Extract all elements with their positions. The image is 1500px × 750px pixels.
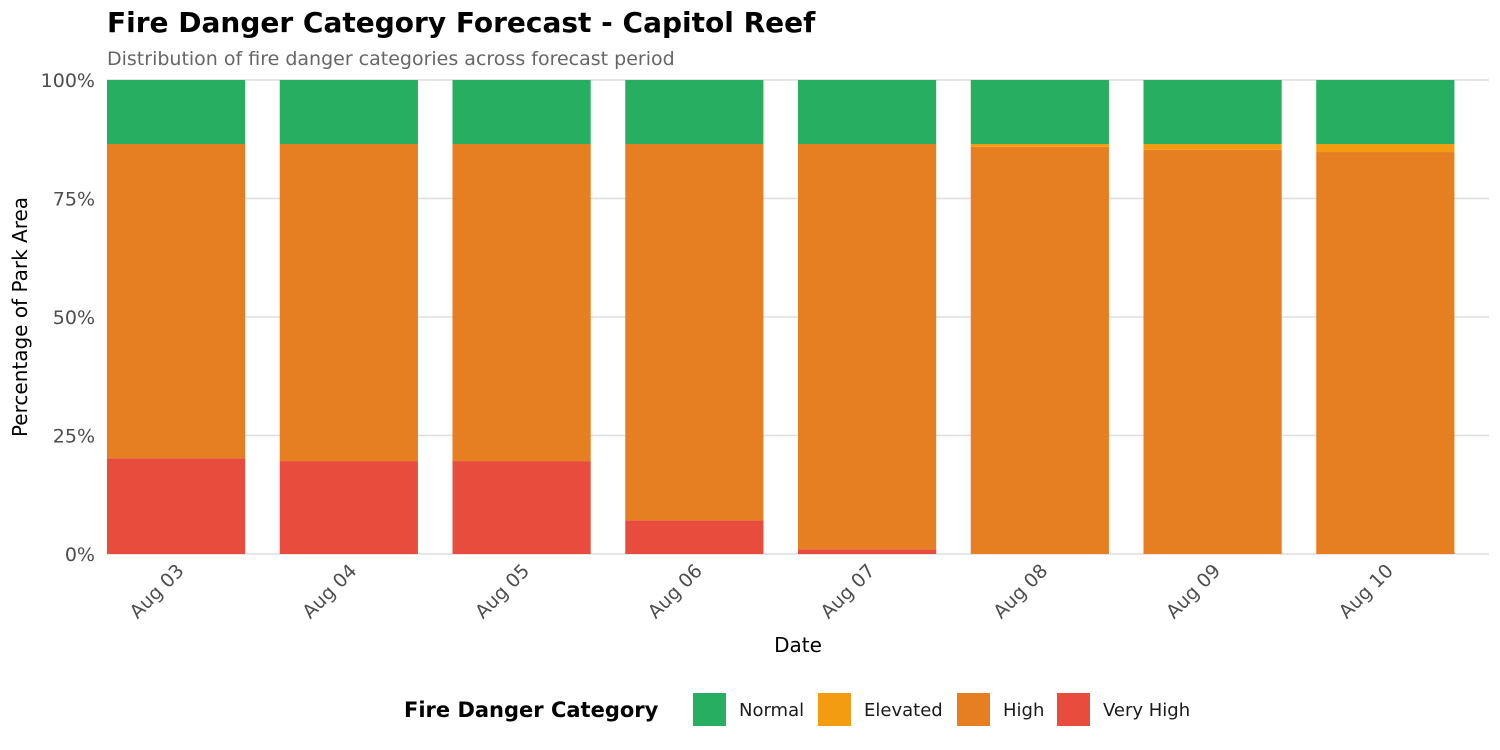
y-axis-ticks: 0% 25% 50% 75% 100% <box>41 70 95 566</box>
y-tick-label: 100% <box>41 70 95 92</box>
x-tick-label: Aug 06 <box>644 560 707 623</box>
bar-segment-high <box>1143 149 1282 555</box>
chart-title: Fire Danger Category Forecast - Capitol … <box>107 6 816 39</box>
legend-label: High <box>1003 700 1044 721</box>
y-axis-title: Percentage of Park Area <box>8 197 32 437</box>
legend-swatch-high <box>957 693 990 726</box>
bars <box>107 80 1455 555</box>
y-tick-label: 75% <box>53 189 95 211</box>
bar-segment-very-high <box>798 549 937 554</box>
bar-segment-very-high <box>452 461 591 554</box>
chart-subtitle: Distribution of fire danger categories a… <box>107 48 675 70</box>
y-tick-label: 25% <box>53 426 95 448</box>
bar-segment-high <box>1316 152 1455 554</box>
bar-segment-normal <box>625 80 764 144</box>
bar-segment-high <box>625 143 764 521</box>
bar-segment-normal <box>279 80 418 144</box>
y-tick-label: 50% <box>53 307 95 329</box>
x-tick-label: Aug 05 <box>471 560 534 623</box>
x-tick-label: Aug 07 <box>816 560 879 623</box>
legend-swatch-normal <box>693 693 726 726</box>
bar-segment-elevated <box>970 143 1109 147</box>
bar-segment-very-high <box>107 458 246 554</box>
bar-segment-very-high <box>625 520 764 554</box>
legend-swatch-elevated <box>818 693 851 726</box>
bar-segment-high <box>798 143 937 550</box>
bar-segment-high <box>970 146 1109 555</box>
bar-segment-normal <box>970 80 1109 144</box>
x-tick-label: Aug 09 <box>1162 560 1225 623</box>
legend-label: Normal <box>739 700 804 721</box>
bar-segment-very-high <box>279 461 418 554</box>
x-axis-ticks: Aug 03 Aug 04 Aug 05 Aug 06 Aug 07 Aug 08 Aug … <box>125 560 1397 623</box>
legend-label: Elevated <box>864 700 943 721</box>
legend: Fire Danger Category Normal Elevated High V… <box>404 693 1190 726</box>
legend-title: Fire Danger Category <box>404 698 659 722</box>
bar-segment-high <box>279 143 418 462</box>
bar-segment-normal <box>798 80 937 144</box>
bar-segment-high <box>107 143 246 459</box>
bar-segment-normal <box>1316 80 1455 144</box>
bar-segment-high <box>452 143 591 462</box>
bar-segment-normal <box>452 80 591 144</box>
x-tick-label: Aug 04 <box>298 560 361 623</box>
y-tick-label: 0% <box>65 544 95 566</box>
legend-label: Very High <box>1103 700 1190 721</box>
bar-segment-normal <box>1143 80 1282 144</box>
legend-swatch-very-high <box>1057 693 1090 726</box>
bar-segment-normal <box>107 80 246 144</box>
x-tick-label: Aug 03 <box>125 560 188 623</box>
x-tick-label: Aug 08 <box>989 560 1052 623</box>
x-tick-label: Aug 10 <box>1335 560 1398 623</box>
bar-segment-elevated <box>1143 143 1282 150</box>
x-axis-title: Date <box>774 633 822 657</box>
bar-segment-elevated <box>1316 143 1455 153</box>
